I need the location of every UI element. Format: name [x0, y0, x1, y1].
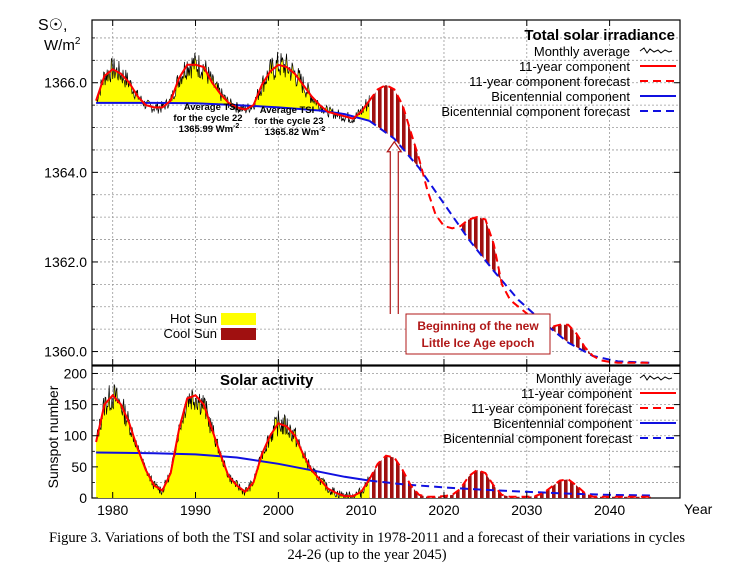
tsi-11y-forecast-line [368, 83, 651, 364]
tsi-grid [92, 20, 680, 365]
figure-caption: Figure 3. Variations of both the TSI and… [0, 530, 734, 564]
sunspot-hot-sun-fill [96, 384, 370, 498]
caption-line-2: 24-26 (up to the year 2045) [287, 547, 447, 563]
sunspot-xtick-label-1: 1990 [180, 502, 211, 518]
x-axis-label: Year [684, 501, 713, 517]
tsi-ytick-label-2: 1362.0 [44, 254, 87, 270]
sunspot-legend-11y-forecast-label: 11-year component forecast [471, 401, 632, 416]
tsi-legend: Monthly average 11-year component 11-yea… [441, 44, 676, 119]
sunspot-ytick-label-4: 200 [64, 365, 88, 381]
cycle22-line3: 1365.99 Wm-2 [179, 123, 240, 135]
sunspot-11y-line [95, 393, 371, 498]
sunspot-xtick-label-3: 2010 [346, 502, 377, 518]
tsi-legend-monthly-swatch [639, 47, 673, 54]
hot-sun-label: Hot Sun [170, 311, 217, 326]
tsi-bicentennial-forecast-line [368, 119, 652, 364]
cycle22-annotation: Average TSI for the cycle 22 1365.99 Wm-… [173, 102, 242, 135]
cycle23-line3: 1365.82 Wm-2 [265, 126, 326, 138]
caption-line-1: Figure 3. Variations of both the TSI and… [49, 530, 685, 546]
tsi-ylabel-line1: S☉, [38, 17, 67, 34]
sunspot-ytick-label-2: 100 [64, 428, 88, 444]
sunspot-legend-11y-label: 11-year component [521, 386, 632, 401]
tsi-title: Total solar irradiance [524, 27, 675, 44]
tsi-legend-bicentennial-forecast-label: Bicentennial component forecast [441, 104, 630, 119]
sunspot-xtick-label-2: 2000 [263, 502, 294, 518]
hot-sun-swatch [221, 313, 256, 325]
sunspot-ytick-label-0: 0 [79, 490, 87, 506]
sunspot-xtick-label-0: 1980 [97, 502, 128, 518]
tsi-bicentennial-line [96, 101, 370, 122]
tsi-cool-sun-fill [369, 85, 651, 363]
sunspot-xtick-label-5: 2030 [511, 502, 542, 518]
sunspot-legend-bicentennial-forecast-label: Bicentennial component forecast [443, 431, 632, 446]
tsi-y-ticks: 1366.0 1364.0 1362.0 1360.0 [44, 20, 680, 365]
sunspot-axis-ticks: 0 50 100 150 200 1980 1990 2000 2010 2020 2030 2040 [64, 365, 680, 518]
tsi-ylabel-line2: W/m2 [44, 36, 81, 54]
tsi-legend-monthly-label: Monthly average [534, 44, 630, 59]
sunspot-xtick-label-6: 2040 [594, 502, 625, 518]
little-ice-age-arrow [386, 140, 403, 314]
sunspot-ytick-label-1: 50 [71, 459, 87, 475]
tsi-ytick-label-3: 1360.0 [44, 344, 87, 360]
tsi-fill-areas [96, 51, 651, 363]
little-ice-age-box [405, 313, 551, 355]
cycle22-line1: Average TSI [184, 102, 239, 113]
little-ice-age-line2: Little Ice Age epoch [422, 336, 535, 350]
sunspot-bicentennial-line [96, 451, 370, 482]
sunspot-ylabel: Sunspot number [45, 385, 61, 488]
sunspot-11y-forecast-line [368, 454, 651, 498]
tsi-11y-line [95, 63, 371, 120]
fill-legend: Hot Sun Cool Sun [164, 311, 256, 341]
cool-sun-swatch [221, 328, 256, 340]
sunspot-ytick-label-3: 150 [64, 397, 88, 413]
sunspot-series-lines [95, 384, 652, 498]
figure-canvas: 1366.0 1364.0 1362.0 1360.0 S☉, W/m2 Total … [38, 17, 713, 518]
sunspot-legend-monthly-swatch [639, 374, 673, 381]
cool-sun-label: Cool Sun [164, 326, 217, 341]
sunspot-cool-sun-fill [369, 455, 651, 498]
sunspot-title: Solar activity [220, 372, 314, 389]
sunspot-legend-bicentennial-label: Bicentennial component [493, 416, 632, 431]
tsi-legend-11y-label: 11-year component [519, 59, 630, 74]
tsi-panel: 1366.0 1364.0 1362.0 1360.0 S☉, W/m2 Total … [38, 17, 681, 366]
tsi-ytick-label-1: 1364.0 [44, 164, 87, 180]
tsi-legend-11y-forecast-label: 11-year component forecast [469, 74, 630, 89]
cycle23-line2: for the cycle 23 [254, 116, 323, 127]
tsi-legend-bicentennial-label: Bicentennial component [491, 89, 630, 104]
tsi-hot-sun-fill [96, 51, 370, 121]
cycle23-line1: Average TSI [260, 105, 315, 116]
sunspot-xtick-label-4: 2020 [428, 502, 459, 518]
sunspot-legend-monthly-label: Monthly average [536, 371, 632, 386]
sunspot-panel: 0 50 100 150 200 1980 1990 2000 2010 2020 2030 2040… [45, 365, 713, 518]
sunspot-legend: Monthly average 11-year component 11-yea… [443, 371, 676, 446]
tsi-series-lines [95, 51, 652, 364]
little-ice-age-line1: Beginning of the new [417, 319, 539, 333]
sunspot-fill-areas [96, 384, 651, 498]
cycle22-line2: for the cycle 22 [173, 113, 242, 124]
little-ice-age-annotation: Beginning of the new Little Ice Age epoc… [386, 140, 551, 355]
cycle23-annotation: Average TSI for the cycle 23 1365.82 Wm-… [254, 105, 325, 138]
tsi-ytick-label-0: 1366.0 [44, 75, 87, 91]
